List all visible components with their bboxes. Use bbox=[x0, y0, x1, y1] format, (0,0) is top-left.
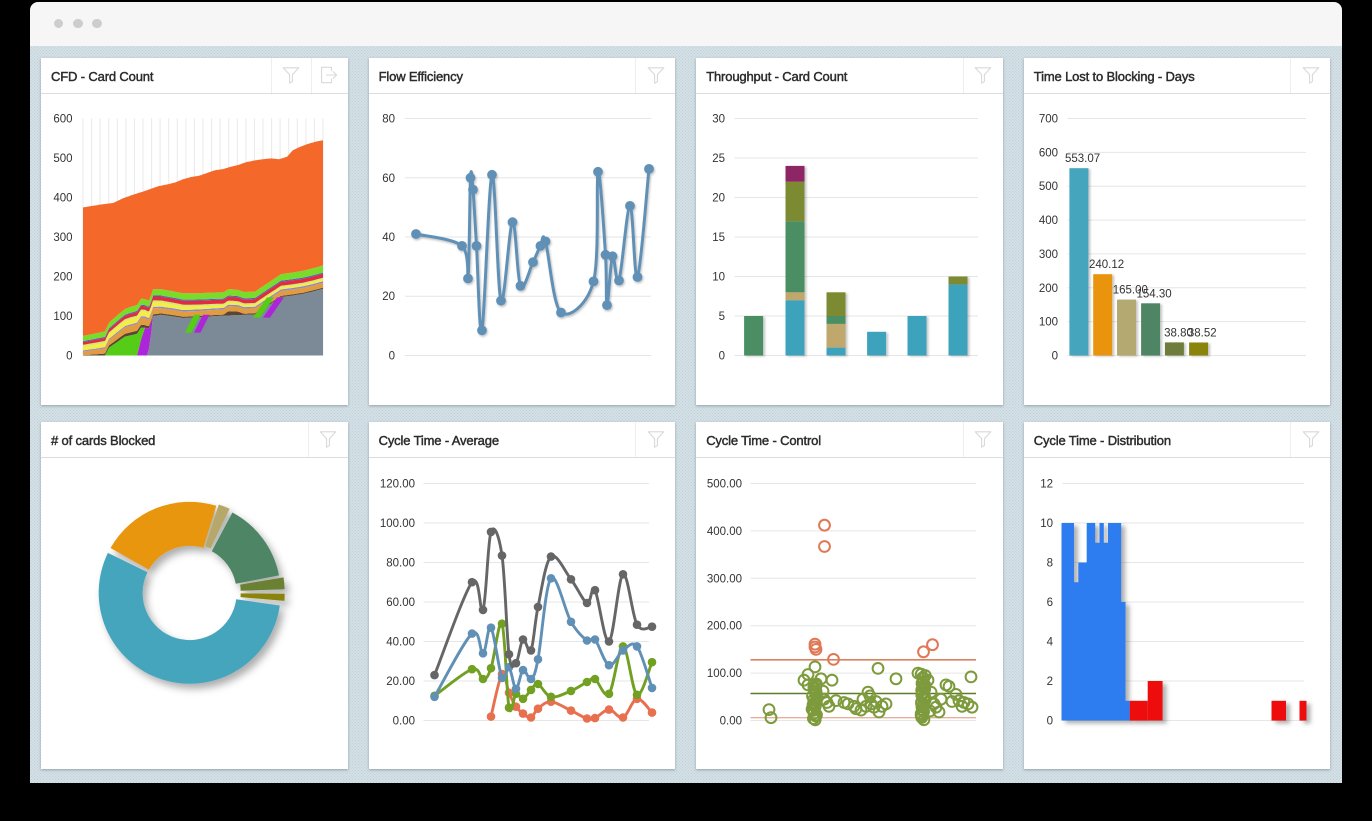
svg-text:0: 0 bbox=[1051, 350, 1057, 362]
svg-text:120.00: 120.00 bbox=[379, 478, 414, 490]
svg-text:8: 8 bbox=[1046, 557, 1052, 569]
svg-text:300: 300 bbox=[1039, 248, 1058, 260]
svg-text:60: 60 bbox=[382, 172, 395, 184]
svg-text:600: 600 bbox=[53, 113, 72, 125]
svg-text:100: 100 bbox=[1039, 316, 1058, 328]
svg-text:0: 0 bbox=[66, 350, 72, 362]
svg-text:300: 300 bbox=[53, 232, 72, 244]
svg-text:200: 200 bbox=[53, 271, 72, 283]
svg-text:20: 20 bbox=[712, 192, 725, 204]
svg-text:100.00: 100.00 bbox=[379, 518, 414, 530]
svg-text:200: 200 bbox=[1039, 282, 1058, 294]
svg-text:12: 12 bbox=[1040, 478, 1053, 490]
svg-text:100: 100 bbox=[53, 311, 72, 323]
svg-text:500: 500 bbox=[53, 153, 72, 165]
svg-text:500.00: 500.00 bbox=[707, 478, 742, 490]
svg-text:80.00: 80.00 bbox=[386, 557, 415, 569]
svg-text:500: 500 bbox=[1039, 181, 1058, 193]
svg-text:0.00: 0.00 bbox=[720, 715, 742, 727]
svg-text:15: 15 bbox=[712, 232, 725, 244]
svg-text:80: 80 bbox=[382, 113, 395, 125]
svg-text:400: 400 bbox=[1039, 215, 1058, 227]
svg-text:30: 30 bbox=[712, 113, 725, 125]
svg-text:165.00: 165.00 bbox=[1112, 284, 1147, 296]
svg-text:60.00: 60.00 bbox=[386, 597, 415, 609]
svg-text:20: 20 bbox=[382, 291, 395, 303]
svg-text:6: 6 bbox=[1046, 597, 1052, 609]
svg-text:10: 10 bbox=[712, 271, 725, 283]
svg-text:0: 0 bbox=[1046, 715, 1052, 727]
svg-text:154.30: 154.30 bbox=[1136, 288, 1171, 300]
svg-text:0: 0 bbox=[388, 350, 394, 362]
svg-text:240.12: 240.12 bbox=[1089, 259, 1124, 271]
svg-text:4: 4 bbox=[1046, 636, 1053, 648]
svg-text:400.00: 400.00 bbox=[707, 525, 742, 537]
svg-text:40: 40 bbox=[382, 232, 395, 244]
svg-text:300.00: 300.00 bbox=[707, 573, 742, 585]
svg-text:600: 600 bbox=[1039, 147, 1058, 159]
svg-text:20.00: 20.00 bbox=[386, 676, 415, 688]
svg-text:100.00: 100.00 bbox=[707, 668, 742, 680]
svg-text:400: 400 bbox=[53, 192, 72, 204]
svg-text:553.07: 553.07 bbox=[1065, 153, 1100, 165]
svg-text:40.00: 40.00 bbox=[386, 636, 415, 648]
svg-text:38.52: 38.52 bbox=[1188, 327, 1217, 339]
svg-text:0.00: 0.00 bbox=[392, 715, 414, 727]
svg-text:38.80: 38.80 bbox=[1164, 327, 1193, 339]
svg-text:700: 700 bbox=[1039, 113, 1058, 125]
svg-text:0: 0 bbox=[719, 350, 725, 362]
svg-text:200.00: 200.00 bbox=[707, 620, 742, 632]
svg-text:25: 25 bbox=[712, 153, 725, 165]
svg-text:2: 2 bbox=[1046, 676, 1052, 688]
svg-text:5: 5 bbox=[719, 311, 725, 323]
svg-text:10: 10 bbox=[1040, 518, 1053, 530]
